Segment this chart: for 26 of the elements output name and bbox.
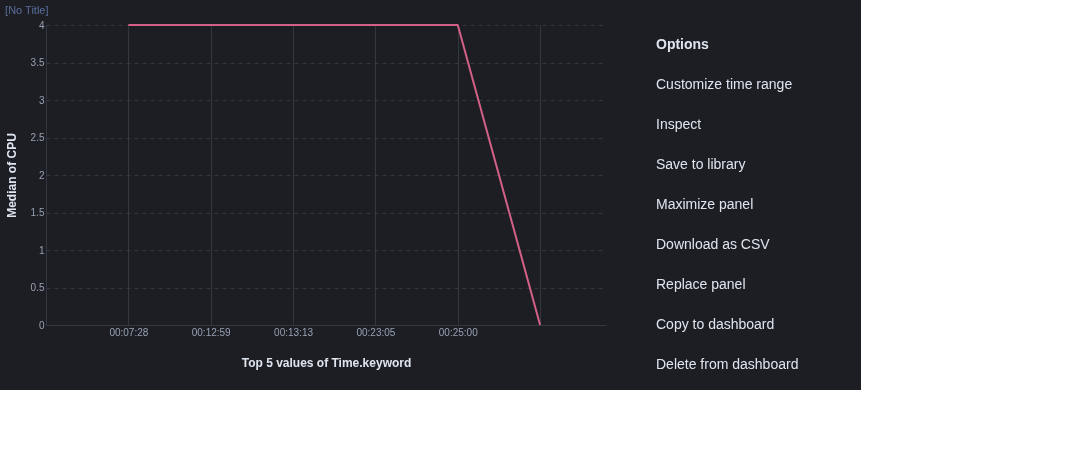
y-tick-label: 3: [38, 94, 45, 106]
x-tick-label: 00:12:59: [191, 326, 232, 338]
text: Inspect: [656, 116, 702, 132]
text: Copy to dashboard: [656, 316, 775, 332]
y-tick-label: 1.5: [30, 207, 45, 218]
x-axis-title: Top 5 values of Time.keyword: [241, 355, 412, 370]
text: Save to library: [656, 156, 746, 172]
x-tick-label: 00:07:28: [109, 326, 149, 338]
y-tick-label: 1: [38, 244, 45, 256]
text: Maximize panel: [656, 196, 754, 212]
chart-title: [No Title]: [5, 4, 49, 16]
text: Options: [656, 36, 710, 52]
y-tick-label: 0: [38, 319, 45, 331]
x-tick-label: 00:13:13: [274, 326, 314, 338]
text: Replace panel: [656, 276, 746, 292]
y-tick-label: 3.5: [30, 57, 45, 68]
y-axis-title: Median of CPU: [4, 133, 19, 218]
x-tick-label: 00:25:00: [438, 326, 479, 338]
y-tick-label: 4: [38, 19, 45, 31]
text: Download as CSV: [656, 236, 771, 252]
y-tick-label: 2.5: [30, 132, 45, 143]
y-tick-label: 2: [38, 169, 45, 181]
y-tick-label: 0.5: [30, 282, 45, 293]
text: Delete from dashboard: [656, 356, 799, 372]
text: Customize time range: [656, 76, 793, 92]
x-tick-label: 00:23:05: [356, 326, 396, 338]
